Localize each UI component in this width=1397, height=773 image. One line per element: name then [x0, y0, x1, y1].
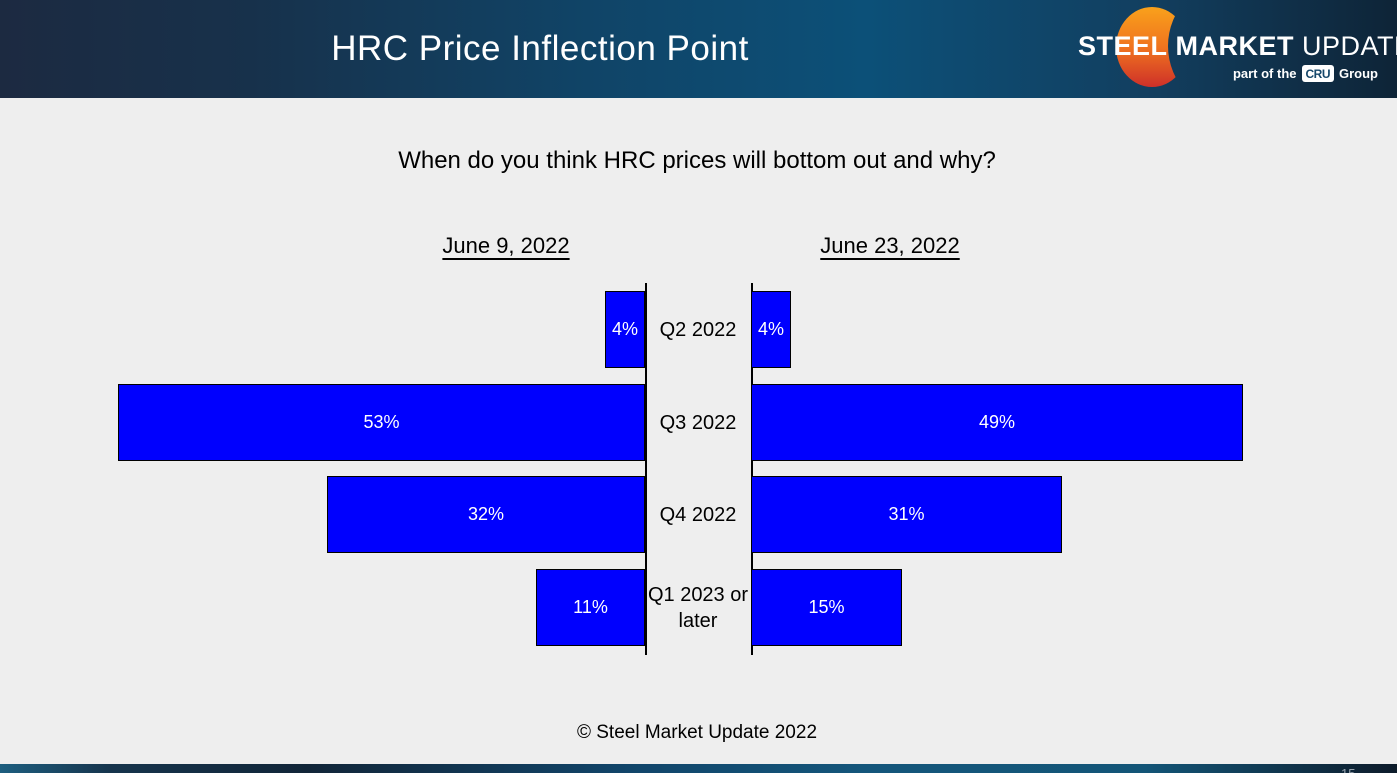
chart-bar-left: 53% [118, 384, 645, 461]
page-title: HRC Price Inflection Point [331, 29, 749, 68]
tagline-suffix: Group [1339, 66, 1378, 81]
tagline-prefix: part of the [1232, 66, 1297, 81]
right-axis-line [751, 283, 753, 655]
chart-bar-left: 4% [605, 291, 645, 368]
chart-bar-left: 32% [327, 476, 645, 553]
category-label: Q4 2022 [659, 503, 737, 526]
bar-value-label: 11% [573, 597, 608, 617]
bottom-bar: 15 [0, 764, 1397, 773]
smu-logo: STEEL MARKET UPDATE part of the CRU Grou… [1078, 0, 1397, 98]
left-axis-line [645, 283, 647, 655]
column-header-june-23: June 23, 2022 [820, 233, 960, 258]
brand-update: UPDATE [1302, 31, 1397, 61]
column-header-june-9: June 9, 2022 [442, 233, 570, 258]
bar-value-label: 15% [808, 597, 845, 617]
crescent-moon-icon [1116, 7, 1188, 87]
brand-steel: STEEL [1078, 31, 1168, 61]
chart-bar-left: 11% [536, 569, 645, 646]
chart-bar-right: 49% [751, 384, 1243, 461]
category-label: Q2 2022 [659, 318, 737, 341]
category-label: Q1 2023 or later [647, 583, 749, 632]
bar-value-label: 31% [888, 504, 925, 524]
bar-value-label: 4% [757, 319, 784, 339]
brand-market: MARKET [1175, 31, 1295, 61]
bar-value-label: 32% [467, 504, 505, 524]
cru-logo: CRU [1301, 65, 1334, 82]
bar-value-label: 53% [363, 412, 400, 432]
copyright-text: © Steel Market Update 2022 [576, 722, 818, 743]
tornado-chart: 4% 4% Q2 2022 53% 49% Q3 2022 32% 31% Q4 2022 11%… [118, 283, 1243, 655]
question-text: When do you think HRC prices will bottom… [398, 147, 996, 174]
brand-tagline: part of the CRU Group [1233, 65, 1378, 82]
bar-value-label: 49% [978, 412, 1016, 432]
chart-bar-right: 31% [751, 476, 1062, 553]
bar-value-label: 4% [611, 319, 638, 339]
chart-bar-right: 4% [751, 291, 791, 368]
brand-wordmark: STEEL MARKET UPDATE [1078, 31, 1397, 62]
category-label: Q3 2022 [659, 411, 737, 434]
page-number: 15 [1341, 766, 1355, 773]
slide-header: HRC Price Inflection Point ST [0, 0, 1397, 98]
chart-bar-right: 15% [751, 569, 902, 646]
